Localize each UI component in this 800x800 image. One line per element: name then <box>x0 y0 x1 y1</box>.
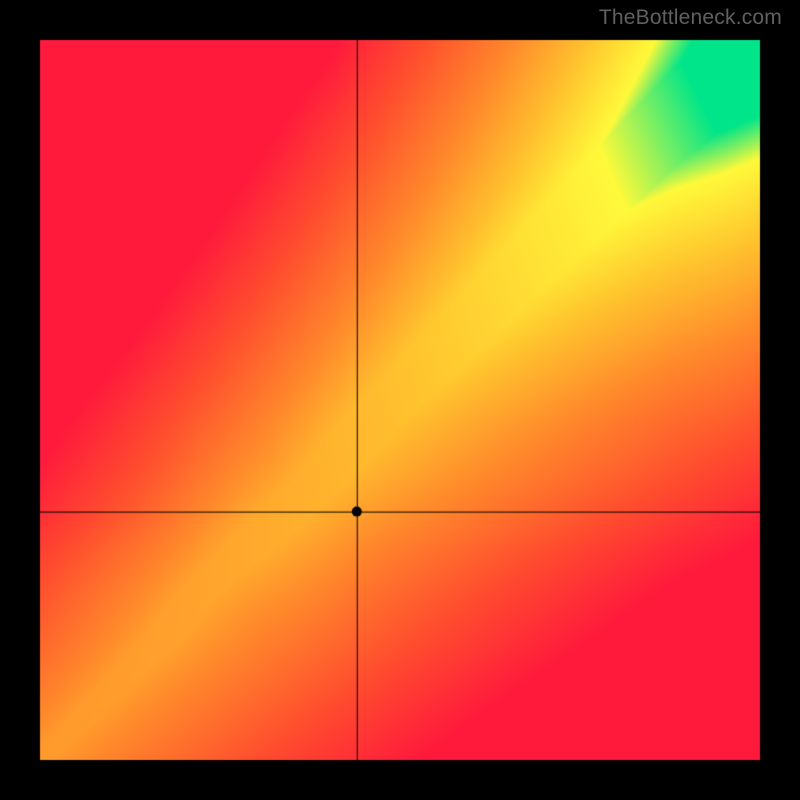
chart-container: TheBottleneck.com <box>0 0 800 800</box>
bottleneck-heatmap <box>0 0 800 800</box>
watermark-text: TheBottleneck.com <box>599 6 782 30</box>
